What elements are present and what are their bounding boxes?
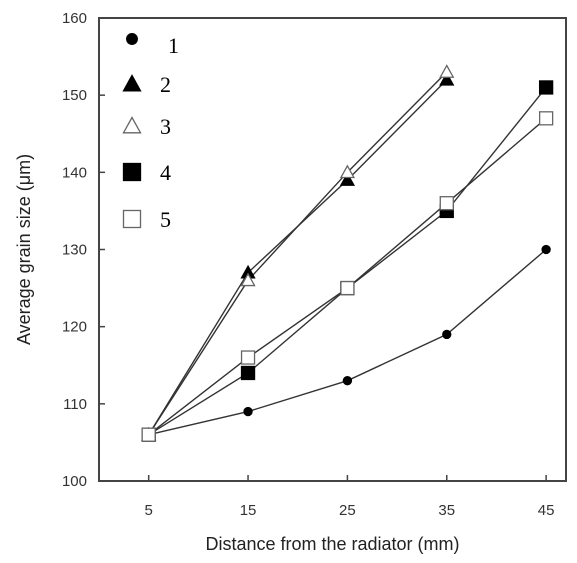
series-5-point — [538, 111, 554, 126]
y-tick-label: 160 — [62, 10, 87, 27]
x-tick-label: 25 — [339, 502, 356, 519]
x-tick-label: 5 — [145, 502, 153, 519]
x-tick-label: 45 — [538, 502, 555, 519]
legend: 1 2 3 4 5 — [122, 33, 179, 232]
legend-label-5: 5 — [160, 207, 171, 232]
legend-label-2: 2 — [160, 72, 171, 97]
series-5-point — [141, 427, 156, 442]
series-5-point — [240, 350, 256, 365]
series-1-point — [541, 244, 551, 255]
x-axis-title: Distance from the radiator (mm) — [205, 534, 459, 554]
series-5-point — [340, 280, 355, 296]
series-3-line — [148, 71, 448, 436]
series-2-point — [439, 71, 455, 86]
series-3-point — [240, 272, 256, 287]
series-1-point — [243, 406, 253, 417]
y-axis-title: Average grain size (μm) — [14, 154, 34, 345]
legend-marker-5 — [122, 209, 142, 229]
series-3-point — [439, 64, 455, 78]
series-4-point — [538, 80, 554, 95]
x-tick-label: 15 — [240, 502, 257, 519]
legend-marker-4 — [122, 162, 142, 182]
legend-label-1: 1 — [168, 33, 179, 58]
series-2-point — [339, 172, 356, 186]
x-axis-ticks: 5 15 25 35 45 — [145, 475, 555, 519]
series-4-point — [240, 365, 256, 381]
legend-marker-1 — [126, 33, 138, 45]
series-markers — [141, 64, 554, 442]
series-1-point — [342, 376, 353, 386]
series-2-line — [148, 79, 448, 436]
y-axis-ticks: 100 110 120 130 140 150 160 — [62, 10, 105, 490]
y-tick-label: 130 — [62, 242, 87, 259]
x-tick-label: 35 — [438, 502, 455, 519]
legend-marker-3 — [122, 116, 142, 134]
series-3-point — [339, 164, 356, 179]
y-tick-label: 150 — [62, 87, 87, 104]
series-1-point — [442, 329, 452, 340]
y-tick-label: 120 — [62, 319, 87, 336]
legend-label-3: 3 — [160, 114, 171, 139]
legend-label-4: 4 — [160, 160, 171, 185]
y-tick-label: 110 — [63, 396, 87, 413]
y-tick-label: 140 — [62, 164, 87, 181]
y-tick-label: 100 — [62, 473, 87, 490]
legend-marker-2 — [122, 74, 142, 92]
series-5-point — [439, 196, 454, 211]
